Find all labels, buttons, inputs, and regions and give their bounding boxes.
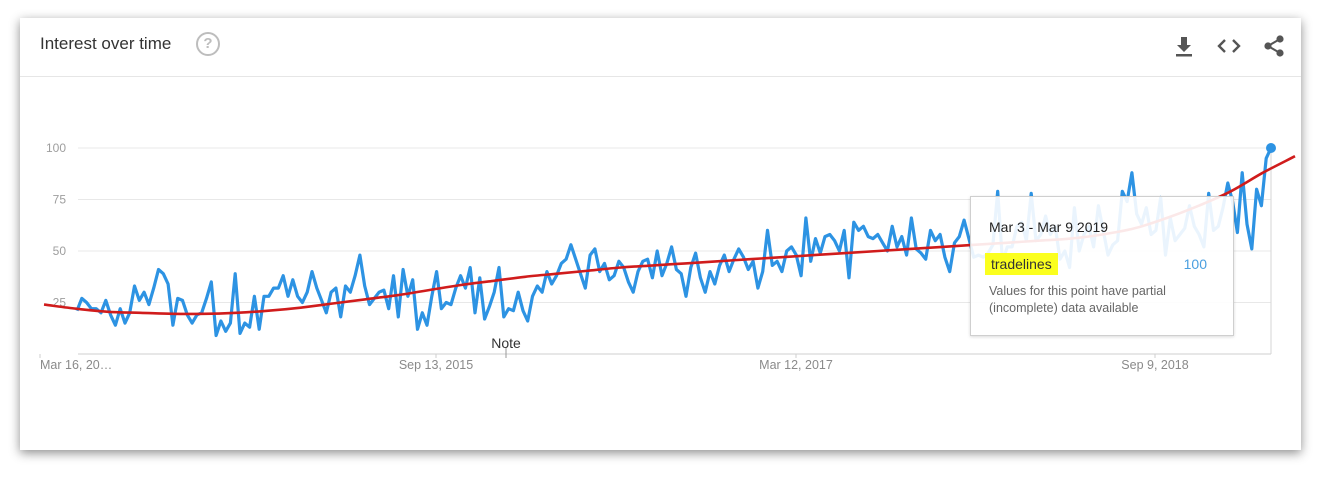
- x-tick-label: Sep 13, 2015: [399, 358, 473, 372]
- x-tick-label: Mar 12, 2017: [759, 358, 833, 372]
- embed-icon[interactable]: [1215, 32, 1243, 60]
- x-axis: Mar 16, 20… Sep 13, 2015 Mar 12, 2017 Sep 9…: [39, 146, 1272, 372]
- tooltip-date: Mar 3 - Mar 9 2019: [989, 219, 1109, 235]
- tooltip-value: 100: [1183, 256, 1207, 272]
- y-tick-label: 50: [53, 244, 67, 258]
- last-data-point: [1266, 143, 1276, 153]
- card-title: Interest over time: [40, 34, 172, 53]
- download-icon[interactable]: [1170, 32, 1198, 60]
- x-tick-label: Sep 9, 2018: [1121, 358, 1188, 372]
- y-tick-label: 75: [53, 193, 67, 207]
- interest-over-time-card: Interest over time ?: [20, 18, 1301, 450]
- share-icon[interactable]: [1260, 32, 1288, 60]
- note-label: Note: [491, 335, 521, 351]
- tooltip-note: Values for this point have partial (inco…: [989, 284, 1166, 315]
- x-tick-label: Mar 16, 20…: [40, 358, 112, 372]
- data-tooltip: Mar 3 - Mar 9 2019 tradelines 100 Values…: [970, 196, 1234, 336]
- card-header: Interest over time ?: [20, 18, 1301, 77]
- tooltip-term: tradelines: [985, 253, 1058, 275]
- help-icon[interactable]: ?: [196, 32, 220, 56]
- y-tick-label: 100: [46, 141, 66, 155]
